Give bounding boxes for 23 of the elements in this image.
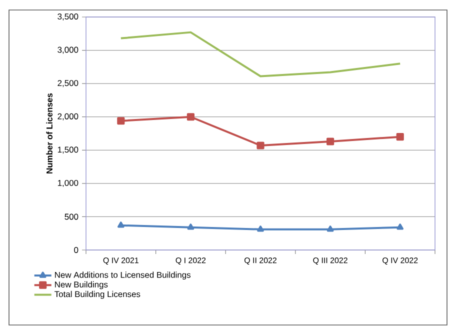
line-series [120,31,402,78]
point [257,226,264,232]
point [117,117,125,125]
point [186,113,194,121]
legend-label: Total Building Licenses [54,290,140,299]
point [396,133,404,141]
point [326,226,334,232]
y-axis-title: Number of Licenses [46,93,52,174]
y-tick-label: 1,000 [58,180,78,187]
point [396,224,404,230]
y-tick-label: 1,500 [58,146,78,154]
point [187,224,194,230]
y-tick-label: 2,000 [58,113,78,120]
point [326,138,334,146]
legend-label: New Additions to Licensed Buildings [55,272,191,280]
point [256,142,264,150]
y-tick-label: 3,000 [58,46,78,54]
y-tick-label: 3,500 [58,14,78,20]
point [117,222,124,228]
y-tick-label: 500 [64,214,78,220]
y-tick-label: 2,500 [58,80,78,88]
legend-label: New Buildings [55,281,108,290]
y-tick-label: 0 [74,247,78,253]
